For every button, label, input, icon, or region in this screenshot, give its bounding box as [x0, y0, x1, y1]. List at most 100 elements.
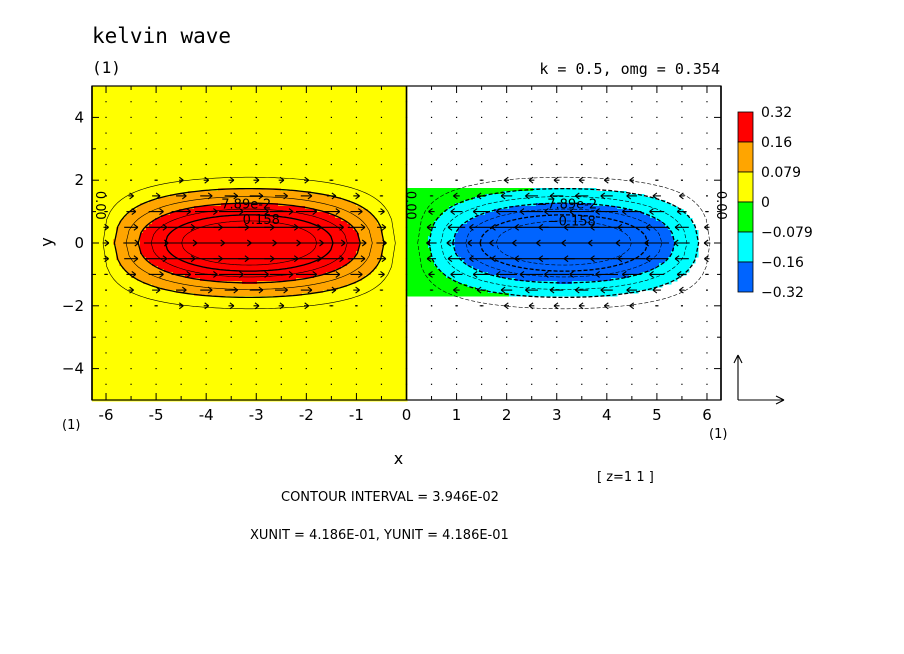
wind-arrow-head — [446, 239, 452, 247]
field-cell — [122, 266, 159, 270]
field-cell — [131, 275, 186, 279]
field-cell — [380, 224, 408, 228]
field-cell — [356, 281, 408, 285]
wind-arrow-dot — [681, 132, 683, 134]
field-cell — [407, 230, 432, 234]
field-cell — [143, 281, 243, 285]
field-cell — [305, 206, 363, 210]
wind-arrow-dot — [606, 320, 608, 323]
wind-arrow-dot — [380, 383, 383, 385]
field-cell — [434, 260, 465, 264]
field-cell — [407, 257, 432, 261]
wind-arrow-dot — [380, 336, 383, 338]
field-cell — [92, 335, 408, 339]
wind-arrow-head — [491, 223, 496, 231]
wind-arrow-dot — [455, 132, 458, 134]
wind-arrow-head — [131, 208, 137, 216]
field-cell — [434, 263, 468, 267]
field-cell — [407, 203, 456, 207]
field-cell — [455, 236, 675, 240]
field-cell — [407, 245, 429, 249]
wind-arrow-head — [254, 302, 260, 310]
wind-arrow-head — [254, 176, 260, 184]
wind-arrow-head — [279, 302, 285, 310]
wind-arrow-dot — [230, 163, 232, 166]
wind-arrow-dot — [155, 163, 157, 166]
contour-line — [417, 176, 711, 310]
field-cell — [407, 293, 510, 297]
wind-arrow-dot — [556, 352, 558, 354]
wind-arrow-dot — [105, 273, 107, 275]
wind-arrow-head — [644, 239, 650, 247]
wind-arrow-dot — [455, 101, 458, 103]
wind-arrow-dot — [531, 336, 533, 338]
wind-arrow-head — [549, 286, 555, 294]
wind-arrow-head — [426, 223, 432, 231]
field-cell — [455, 251, 672, 255]
wind-arrow-head — [528, 176, 534, 184]
wind-arrow-dot — [155, 132, 157, 134]
wind-arrow-dot — [681, 320, 683, 323]
field-cell — [359, 248, 384, 252]
field-cell — [671, 230, 699, 234]
field-cell — [362, 278, 408, 282]
wind-arrow-dot — [230, 368, 232, 370]
field-cell — [92, 173, 408, 177]
wind-arrow-head — [258, 192, 264, 200]
field-cell — [656, 266, 690, 270]
wind-arrow-head — [233, 192, 239, 200]
wind-arrow-dot — [606, 148, 608, 150]
field-cell — [92, 182, 408, 186]
contour-label: 7.89e-2 — [221, 197, 271, 212]
field-cell — [92, 242, 114, 246]
wind-arrow-head — [673, 239, 679, 247]
wind-arrow-dot — [631, 336, 633, 338]
field-cell — [407, 254, 432, 258]
wind-arrow-dot — [255, 352, 257, 354]
wind-arrow-dot — [180, 116, 182, 118]
wind-arrow-dot — [405, 289, 408, 291]
wind-arrow-dot — [330, 305, 332, 307]
wind-arrow-head — [600, 286, 606, 294]
wind-arrow-head — [426, 255, 432, 263]
wind-arrow-dot — [405, 305, 408, 307]
wind-arrow-dot — [155, 368, 157, 370]
wind-arrow-dot — [105, 132, 107, 134]
wind-arrow-head — [129, 192, 134, 200]
field-cell — [611, 278, 678, 282]
wind-arrow-head — [239, 208, 244, 216]
field-cell — [377, 266, 408, 270]
field-cell — [92, 254, 117, 258]
y-tick-label: 0 — [74, 234, 84, 252]
wind-arrow-dot — [706, 305, 708, 307]
wind-arrow-dot — [155, 148, 157, 150]
wind-arrow-dot — [330, 116, 332, 118]
wind-arrow-dot — [205, 163, 207, 166]
wind-arrow-head — [679, 286, 684, 294]
field-cell — [125, 269, 165, 273]
field-cell — [92, 350, 408, 354]
wind-arrow-head — [574, 286, 580, 294]
field-cell — [383, 251, 408, 255]
field-cell — [341, 197, 408, 201]
wind-arrow-dot — [455, 163, 458, 166]
field-cell — [92, 329, 408, 333]
field-cell — [407, 227, 432, 231]
wind-arrow-dot — [506, 336, 508, 338]
field-cell — [116, 254, 144, 258]
chart-title: kelvin wave — [92, 24, 232, 48]
wind-arrow-head — [381, 223, 387, 231]
wind-arrow-head — [207, 192, 213, 200]
wind-arrow-dot — [380, 132, 383, 134]
field-cell — [92, 203, 141, 207]
wind-arrow-head — [186, 208, 192, 216]
wind-arrow-dot — [205, 368, 207, 370]
wind-arrow-head — [357, 208, 363, 216]
wind-arrow-dot — [380, 368, 383, 370]
field-cell — [359, 233, 384, 237]
wind-arrow-dot — [230, 101, 232, 103]
field-cell — [92, 317, 408, 321]
field-cell — [92, 158, 408, 162]
wind-arrow-head — [380, 270, 385, 278]
wind-arrow-dot — [656, 179, 658, 181]
